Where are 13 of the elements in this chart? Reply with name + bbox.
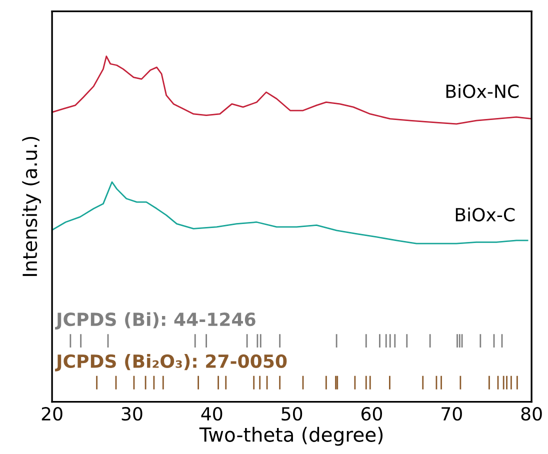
x-axis-title: Two-theta (degree) — [199, 426, 383, 446]
x-tick-label: 50 — [282, 406, 302, 421]
x-tick-label: 80 — [521, 406, 542, 421]
series-label: BiOx-NC — [446, 84, 519, 98]
series-label: JCPDS (Bi): 44-1246 — [55, 312, 256, 330]
y-axis-title: Intensity (a.u.) — [22, 136, 41, 276]
series-label: BiOx-C — [456, 208, 515, 222]
x-tick-label: 40 — [201, 406, 222, 421]
series-label: JCPDS (Bi₂O₃): 27-0050 — [55, 354, 287, 372]
x-tick-label: 70 — [442, 406, 462, 421]
x-tick-label: 30 — [122, 406, 142, 421]
x-tick-label: 20 — [42, 406, 62, 421]
x-tick-label: 60 — [362, 406, 382, 421]
